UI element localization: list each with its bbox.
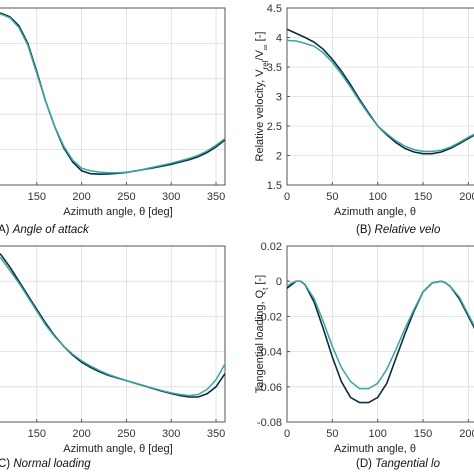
panel-d-xtick-label: 0 bbox=[284, 428, 290, 440]
panel-a-series-2-line bbox=[0, 13, 226, 174]
panel-d-ytick-label: -0.06 bbox=[257, 382, 282, 394]
panel-b-xtick-label: 150 bbox=[414, 191, 432, 203]
panel-c-frame bbox=[0, 245, 226, 423]
panel-b-ytick-label: 2.5 bbox=[267, 121, 282, 133]
panel-d-xtick-label: 100 bbox=[369, 428, 387, 440]
panel-d-series-2-line bbox=[286, 280, 474, 390]
panel-c-xtick-label: 350 bbox=[207, 428, 225, 440]
panel-a-caption: A) Angle of attack bbox=[0, 224, 90, 236]
panel-d-ytick-label: 0.02 bbox=[261, 241, 282, 253]
panel-d-frame bbox=[286, 245, 474, 423]
panel-d-xtick-label: 50 bbox=[326, 428, 338, 440]
panel-c-xtick-label: 300 bbox=[162, 428, 180, 440]
panel-a-xlabel: Azimuth angle, θ [deg] bbox=[63, 206, 172, 218]
panel-c-normal-loading: 150 200 250 300 350 Azimuth angle, θ [deg] C) … bbox=[0, 245, 226, 470]
panel-a-xtick-label: 350 bbox=[207, 191, 225, 203]
panel-d-ytick-label: -0.02 bbox=[257, 311, 282, 323]
panel-b-xlabel: Azimuth angle, θ bbox=[334, 206, 416, 218]
panel-b-series-1-line bbox=[286, 28, 474, 155]
panel-a-angle-of-attack: 150 200 250 300 350 Azimuth angle, θ [deg] A) … bbox=[0, 7, 226, 236]
panel-a-frame bbox=[0, 7, 226, 186]
panel-c-series-1-line bbox=[0, 253, 226, 398]
panel-d-tangential-loading: 0 50 100 150 200 -0.08 -0.06 -0.04 -0.02 0 0.02 Azi… bbox=[254, 241, 474, 470]
panel-d-xlabel: Azimuth angle, θ bbox=[334, 443, 416, 455]
panel-d-ytick-label: -0.08 bbox=[257, 417, 282, 429]
panel-b-ytick-label: 4.5 bbox=[267, 3, 282, 15]
panel-b-series-2-line bbox=[286, 39, 474, 153]
panel-d-ylabel: Tangential loading, Qt [-] bbox=[254, 275, 270, 393]
panel-b-ytick-label: 1.5 bbox=[267, 180, 282, 192]
panel-c-xtick-label: 200 bbox=[72, 428, 90, 440]
panel-d-xtick-label: 200 bbox=[459, 428, 474, 440]
panel-c-xlabel: Azimuth angle, θ [deg] bbox=[63, 443, 172, 455]
panel-d-ytick-label: -0.04 bbox=[257, 347, 282, 359]
panel-c-caption: C) Normal loading bbox=[0, 458, 91, 470]
panel-c-xtick-label: 250 bbox=[117, 428, 135, 440]
panel-b-xtick-label: 50 bbox=[326, 191, 338, 203]
panel-d-xtick-label: 150 bbox=[414, 428, 432, 440]
panel-a-xtick-label: 200 bbox=[72, 191, 90, 203]
panel-b-ytick-label: 3.5 bbox=[267, 62, 282, 74]
panel-a-xtick-label: 300 bbox=[162, 191, 180, 203]
panel-a-xtick-label: 150 bbox=[28, 191, 46, 203]
panel-b-ylabel: Relative velocity, Vrel/V∞ [-] bbox=[254, 32, 270, 162]
panel-d-ytick-label: 0 bbox=[276, 276, 282, 288]
panel-b-caption: (B) Relative velo bbox=[356, 224, 441, 236]
panel-d-caption: (D) Tangential lo bbox=[356, 458, 441, 470]
panel-b-xtick-label: 200 bbox=[459, 191, 474, 203]
panel-c-xtick-label: 150 bbox=[28, 428, 46, 440]
panel-b-ytick-label: 4 bbox=[276, 33, 282, 45]
panel-b-xtick-label: 0 bbox=[284, 191, 290, 203]
panel-c-series-2-line bbox=[0, 256, 226, 397]
panel-b-relative-velocity: 0 50 100 150 200 1.5 2 2.5 3 3.5 4 4.5 Azimuth angle… bbox=[254, 3, 474, 236]
panel-b-xtick-label: 100 bbox=[369, 191, 387, 203]
panel-b-ytick-label: 2 bbox=[276, 151, 282, 163]
panel-b-ytick-label: 3 bbox=[276, 92, 282, 104]
panel-a-xtick-label: 250 bbox=[117, 191, 135, 203]
